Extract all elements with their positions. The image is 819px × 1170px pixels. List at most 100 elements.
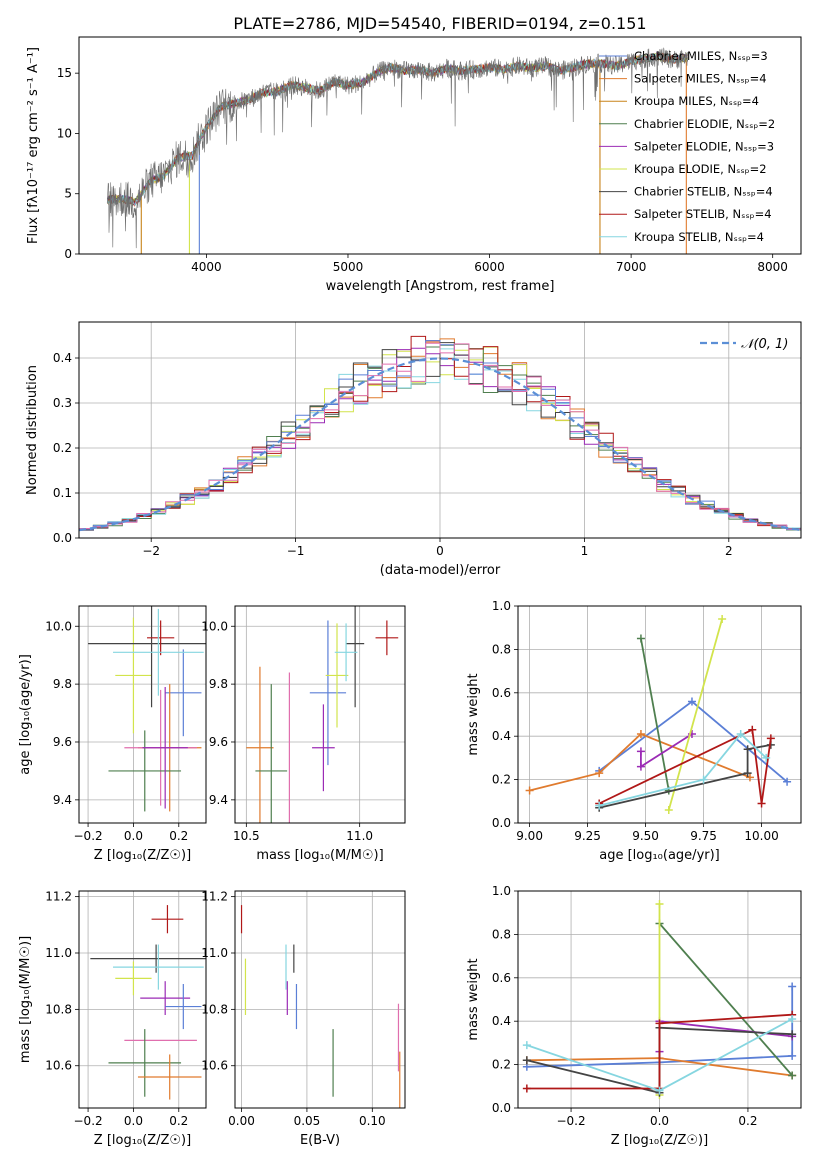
panel-residuals: −2 −1 0 1 2 0.0 0.1 0.2 0.3 0.4 (data-model)/error… (25, 321, 802, 578)
legend-entry: Chabrier STELIB, Nₛₛₚ=4 (634, 185, 773, 199)
y-tick-label: 0.2 (492, 1058, 511, 1072)
error-bar-point (312, 704, 335, 792)
x-tick-label: 8000 (757, 260, 788, 274)
error-bar-point (90, 944, 206, 973)
legend-entry: Salpeter MILES, Nₛₛₚ=4 (634, 72, 767, 86)
weight-marker (743, 745, 752, 754)
y-tick-label: 0.4 (492, 729, 511, 743)
y-tick-label: 0.4 (53, 351, 72, 365)
weight-marker (788, 1071, 797, 1080)
weight-marker (525, 786, 534, 795)
panel-mass_vs_Z: −0.2 0.0 0.2 10.6 10.8 11.0 11.2 Z [log₁₀(Z/Z☉)… (18, 890, 207, 1148)
y-tick-label: 15 (57, 66, 72, 80)
axes-frame (78, 36, 802, 255)
weight-marker (762, 753, 771, 762)
x-tick-label: 0.00 (228, 1114, 255, 1128)
error-bar-point (147, 620, 175, 656)
x-tick-label: −0.2 (74, 1114, 103, 1128)
error-bar-point (140, 981, 191, 1015)
plot-area-age_vs_Z (88, 606, 206, 812)
x-tick-label: −0.2 (556, 1114, 585, 1128)
weight-marker (636, 634, 645, 643)
error-bar-point (113, 944, 204, 990)
x-axis-label: E(B-V) (300, 1133, 340, 1148)
weight-marker (745, 773, 754, 782)
error-bar-point (108, 1029, 182, 1097)
weight-marker (736, 730, 745, 739)
error-bar-point (115, 617, 152, 734)
y-axis-label: Flux [fλ10⁻¹⁷ erg cm⁻² s⁻¹ A⁻¹] (26, 47, 41, 244)
legend-entry: Chabrier ELODIE, Nₛₛₚ=2 (634, 117, 775, 131)
error-bar-point (151, 905, 184, 934)
x-axis-label: Z [log₁₀(Z/Z☉)] (611, 1133, 708, 1148)
weight-series (522, 1015, 797, 1095)
x-tick-label: 0.0 (650, 1114, 669, 1128)
error-bar-point (375, 620, 399, 656)
y-tick-label: 1.0 (492, 599, 511, 613)
panel-age_vs_Z: −0.2 0.0 0.2 9.4 9.6 9.8 10.0 Z [log₁₀(Z/Z☉)] ag… (18, 605, 207, 863)
weight-line (529, 732, 751, 792)
figure-title: PLATE=2786, MJD=54540, FIBERID=0194, z=0… (233, 14, 646, 33)
y-tick-label: 0.3 (53, 396, 72, 410)
error-bar-point (255, 684, 288, 823)
x-tick-label: 5000 (333, 260, 364, 274)
x-tick-label: 0.2 (169, 1114, 188, 1128)
x-tick-label: 0.05 (294, 1114, 321, 1128)
weight-marker (522, 1056, 531, 1065)
x-tick-label: −0.2 (74, 829, 103, 843)
x-axis-label: (data-model)/error (380, 563, 501, 578)
weight-marker (522, 1041, 531, 1050)
weight-marker (655, 1086, 664, 1095)
y-tick-label: 0.1 (53, 486, 72, 500)
x-tick-label: 1 (581, 544, 589, 558)
weight-series (525, 730, 754, 795)
weight-marker (636, 762, 645, 771)
weight-marker (757, 799, 766, 808)
weight-marker (636, 747, 645, 756)
y-tick-label: 11.2 (201, 890, 228, 904)
weight-line (598, 744, 771, 809)
weight-marker (655, 1019, 664, 1028)
y-axis-label: mass [log₁₀(M/M☉)] (18, 936, 33, 1063)
weight-marker (655, 900, 664, 909)
error-bar-point (334, 623, 358, 682)
x-axis-label: Z [log₁₀(Z/Z☉)] (94, 1133, 191, 1148)
plot-area-weight_vs_Z (522, 900, 797, 1099)
y-tick-label: 9.6 (53, 735, 72, 749)
x-tick-label: 0.2 (738, 1114, 757, 1128)
legend-entry: Kroupa STELIB, Nₛₛₚ=4 (634, 230, 764, 244)
panel-mass_vs_EBV: 0.00 0.05 0.10 10.6 10.8 11.0 11.2 E(B-V) (201, 890, 406, 1148)
error-bar-point (137, 1054, 202, 1100)
weight-marker (748, 725, 757, 734)
y-tick-label: 0.2 (53, 441, 72, 455)
weight-marker (743, 769, 752, 778)
y-axis-label: age [log₁₀(age/yr)] (18, 654, 33, 775)
weight-marker (788, 1051, 797, 1060)
y-tick-label: 0.6 (492, 686, 511, 700)
axes-frame (78, 890, 207, 1109)
y-tick-label: 10.6 (45, 1059, 72, 1073)
error-bar-point (325, 623, 349, 728)
x-tick-label: 9.50 (632, 829, 659, 843)
y-axis-label: Normed distribution (25, 365, 40, 495)
y-tick-label: 10 (57, 126, 72, 140)
x-tick-label: 6000 (474, 260, 505, 274)
y-tick-label: 0.2 (492, 773, 511, 787)
axes-frame (517, 890, 802, 1109)
plot-area-mass_vs_Z (90, 905, 206, 1100)
y-tick-label: 11.2 (45, 890, 72, 904)
weight-marker (788, 1030, 797, 1039)
y-tick-label: 0.8 (492, 642, 511, 656)
weight-marker (636, 730, 645, 739)
weight-line (598, 700, 788, 783)
y-tick-label: 0 (64, 247, 72, 261)
axes-frame (234, 890, 406, 1109)
weight-line (658, 1020, 793, 1052)
x-tick-label: 0.0 (124, 1114, 143, 1128)
error-bar-point (346, 606, 365, 708)
x-tick-label: 10.5 (233, 829, 260, 843)
weight-marker (687, 697, 696, 706)
y-axis-label: mass weight (466, 958, 481, 1040)
weight-series (522, 1010, 797, 1093)
weight-series (636, 730, 696, 771)
